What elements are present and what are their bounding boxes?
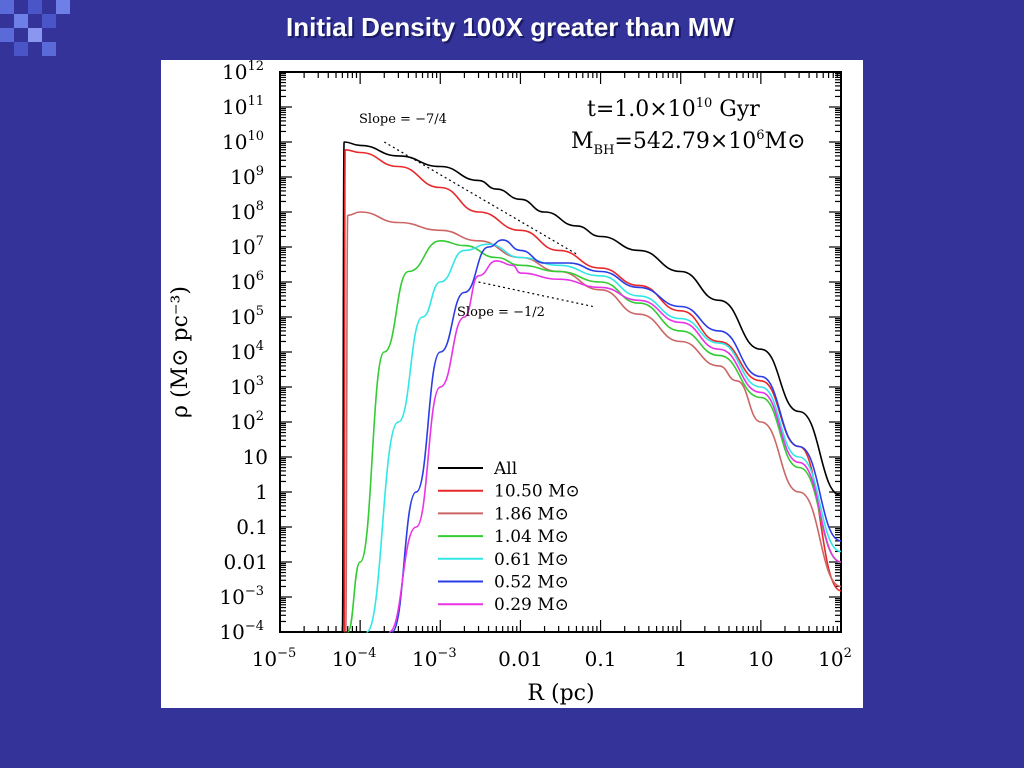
slope-steep-line	[383, 141, 577, 255]
slope-shallow-line	[478, 281, 593, 308]
x-tick-label: 1	[674, 647, 687, 671]
y-tick-label: 108	[230, 199, 264, 224]
slope-shallow-label: Slope = −1/2	[457, 305, 545, 320]
time-annotation: t=1.0×1010 Gyr	[587, 96, 760, 122]
y-tick-label: 1	[255, 480, 268, 504]
black-hole-mass-annotation: MBH=542.79×106M⊙	[571, 128, 806, 158]
slide-title: Initial Density 100X greater than MW	[286, 12, 734, 42]
legend-label: 0.29 M⊙	[494, 595, 569, 615]
y-tick-label: 10	[243, 445, 268, 469]
x-tick-label: 10	[748, 647, 773, 671]
y-tick-label: 1010	[222, 129, 264, 154]
legend-label: 1.04 M⊙	[494, 527, 569, 547]
x-tick-label: 10−5	[252, 646, 297, 671]
legend-label: 0.52 M⊙	[494, 573, 569, 593]
series-line-1.04	[346, 239, 842, 633]
chart-panel: 10−5 10−4 10−3 0.01 0.1 1 10 102 10−4 10−3 0.01 0.1…	[161, 60, 863, 708]
y-tick-label: 0.01	[223, 550, 268, 574]
series-line-0.61	[365, 243, 842, 633]
y-tick-label: 109	[230, 164, 264, 189]
series-line-10.50	[343, 148, 842, 633]
legend-label: All	[493, 459, 517, 479]
corner-decoration	[0, 0, 80, 62]
x-tick-label: 0.01	[498, 647, 543, 671]
series-line-0.29	[388, 260, 842, 633]
x-tick-label: 10−4	[332, 646, 377, 671]
x-tick-label: 10−3	[412, 646, 457, 671]
y-tick-label: 107	[230, 234, 264, 259]
legend-label: 1.86 M⊙	[494, 504, 569, 524]
x-tick-label: 102	[818, 646, 852, 671]
y-tick-label: 10−4	[219, 619, 264, 644]
series-line-0.52	[391, 239, 842, 633]
y-tick-label: 104	[230, 339, 264, 364]
x-tick-label: 0.1	[585, 647, 617, 671]
y-tick-label: 106	[230, 269, 264, 294]
y-tick-label: 0.1	[236, 515, 268, 539]
y-tick-label: 1012	[222, 60, 264, 84]
y-tick-label: 102	[230, 409, 264, 434]
y-tick-label: 10−3	[219, 584, 264, 609]
chart-legend: All 10.50 M⊙1.86 M⊙ 1.04 M⊙ 0.61 M⊙ 0.52 M⊙0…	[438, 459, 580, 615]
series-line-All	[341, 141, 842, 633]
series-line-1.86	[344, 211, 842, 633]
y-tick-label: 103	[230, 374, 264, 399]
density-profile-chart: 10−5 10−4 10−3 0.01 0.1 1 10 10210−410−30.010.1…	[168, 60, 852, 706]
y-tick-label: 1011	[222, 94, 264, 119]
legend-label: 0.61 M⊙	[494, 550, 569, 570]
y-axis-title: ρ (M⊙ pc⁻³)	[168, 286, 193, 418]
x-axis-title: R (pc)	[527, 681, 594, 706]
legend-label: 10.50 M⊙	[494, 482, 580, 502]
plot-frame	[279, 71, 842, 633]
slope-steep-label: Slope = −7/4	[359, 112, 447, 127]
y-tick-label: 105	[230, 304, 264, 329]
